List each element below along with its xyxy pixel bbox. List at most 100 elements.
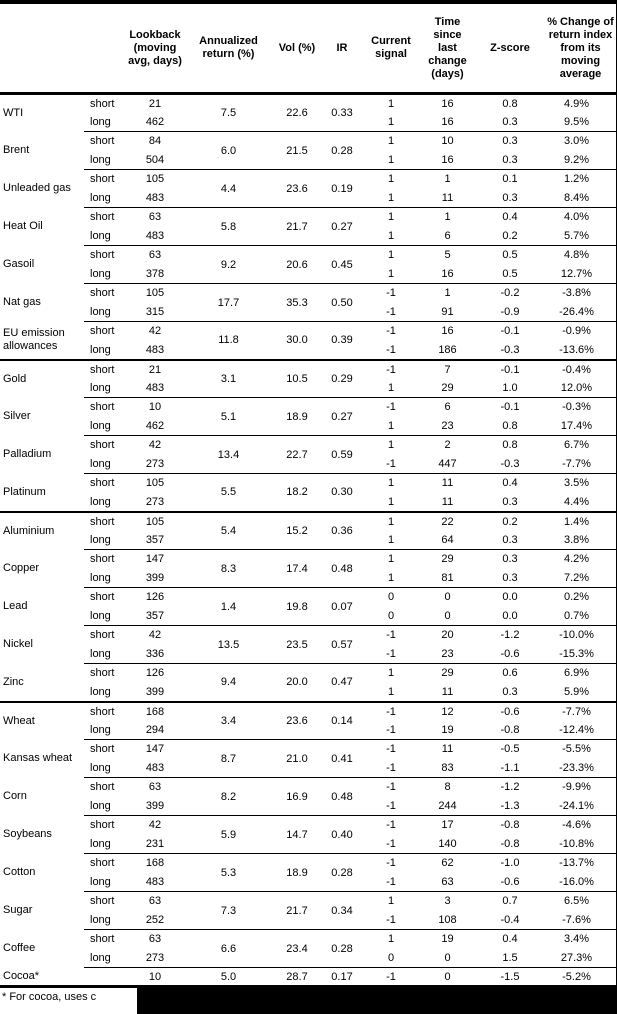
signal-value: 1	[362, 473, 420, 493]
signal-value: 0	[387, 609, 395, 622]
position-label: short	[84, 777, 125, 797]
top-border-bar	[0, 0, 617, 4]
table-row: EU emission allowances short 42 11.8 30.0 0.3…	[0, 321, 617, 360]
ir-value: 0.28	[322, 853, 362, 892]
pct-change-value: -4.6%	[545, 815, 617, 835]
zscore-value: -0.1	[475, 397, 545, 417]
lookback-value: 10	[125, 967, 185, 987]
position-label: short	[84, 245, 125, 265]
annualized-return-value: 13.4	[185, 435, 272, 474]
vol-value: 15.2	[272, 510, 322, 550]
zscore-value: 0.8	[502, 97, 518, 110]
position-label: long	[90, 837, 111, 850]
ir-value: 0.28	[322, 131, 362, 170]
lookback-value: 273	[145, 457, 165, 470]
table-row: long 357 0 0 0.0 0.7%	[0, 607, 617, 626]
position-label: short	[84, 929, 125, 949]
time-since-change-value: 6	[420, 397, 475, 417]
signal-value: 1	[387, 229, 395, 242]
annualized-return-value: 8.2	[185, 777, 272, 816]
annualized-return-value: 5.0	[185, 967, 272, 987]
annualized-return-value: 17.7	[185, 283, 272, 322]
time-since-change-value: 62	[420, 853, 475, 873]
zscore-value: 0.2	[502, 229, 518, 242]
zscore-value: -1.5	[475, 967, 545, 987]
ir-value: 0.59	[322, 435, 362, 474]
time-since-change-value: 244	[438, 799, 457, 812]
signal-value: 1	[387, 153, 395, 166]
position-label: short	[84, 815, 125, 835]
pct-change-value: 3.0%	[545, 131, 617, 151]
vol-value: 20.6	[272, 245, 322, 284]
annualized-return-value: 9.4	[185, 663, 272, 702]
signal-value: 1	[387, 495, 395, 508]
position-label: long	[90, 381, 111, 394]
signal-value: 1	[362, 131, 420, 151]
pct-change-value: -0.4%	[545, 358, 617, 379]
pct-change-value: -26.4%	[559, 305, 594, 318]
lookback-value: 10	[125, 397, 185, 417]
lookback-value: 63	[125, 929, 185, 949]
ir-value: 0.41	[322, 739, 362, 778]
signal-value: 1	[362, 891, 420, 911]
table-row: Unleaded gas short 105 4.4 23.6 0.19 1 1 0.1 1.2%	[0, 169, 617, 208]
vol-value: 35.3	[272, 283, 322, 322]
pct-change-value: -13.7%	[545, 853, 617, 873]
vol-value: 20.0	[272, 663, 322, 702]
annualized-return-value: 8.7	[185, 739, 272, 778]
pct-change-value: -13.6%	[559, 343, 594, 356]
signal-value: -1	[386, 647, 396, 660]
annualized-return-value: 7.5	[220, 107, 237, 119]
zscore-value: -1.2	[475, 777, 545, 797]
position-label: long	[90, 761, 111, 774]
lookback-value: 105	[125, 510, 185, 531]
pct-change-value: -0.9%	[545, 321, 617, 341]
table-row: Coffee short 63 6.6 23.4 0.28 1 19 0.4 3.4%	[0, 929, 617, 968]
commodity-name: EU emission allowances	[3, 327, 65, 352]
signal-value: 1	[387, 571, 395, 584]
lookback-value: 399	[145, 799, 165, 812]
table-row: long 483 1 6 0.2 5.7%	[0, 227, 617, 246]
table-row: Aluminium short 105 5.4 15.2 0.36 1 22 0.2 1.4%	[0, 510, 617, 550]
signal-value: 1	[387, 381, 395, 394]
pct-change-value: -12.4%	[559, 723, 594, 736]
lookback-value: 63	[125, 777, 185, 797]
time-since-change-value: 6	[444, 229, 451, 242]
position-label: short	[84, 397, 125, 417]
annualized-return-value: 11.8	[185, 321, 272, 360]
signal-value: -1	[362, 739, 420, 759]
time-since-change-value: 22	[420, 510, 475, 531]
lookback-value: 483	[145, 381, 165, 394]
zscore-value: -0.6	[500, 647, 520, 660]
annualized-return-value: 4.4	[185, 169, 272, 208]
time-since-change-value: 64	[441, 533, 454, 546]
time-since-change-value: 10	[420, 131, 475, 151]
signal-value: 1	[387, 685, 395, 698]
position-label: long	[90, 305, 111, 318]
zscore-value: -0.3	[500, 343, 520, 356]
lookback-value: 483	[145, 229, 165, 242]
lookback-value: 357	[145, 609, 165, 622]
lookback-value: 399	[145, 685, 165, 698]
commodity-name: Aluminium	[0, 510, 84, 550]
position-label: long	[90, 913, 111, 926]
signal-value: -1	[362, 321, 420, 341]
pct-change-value: -16.0%	[559, 875, 594, 888]
lookback-value: 84	[125, 131, 185, 151]
pct-change-value: 6.7%	[545, 435, 617, 455]
ir-value: 0.45	[322, 245, 362, 284]
position-label: short	[84, 587, 125, 607]
position-label: long	[90, 723, 111, 736]
ir-value: 0.47	[322, 663, 362, 702]
position-label: long	[90, 191, 111, 204]
time-since-change-value: 140	[438, 837, 457, 850]
zscore-value: 0.6	[475, 663, 545, 683]
table-row: Cotton short 168 5.3 18.9 0.28 -1 62 -1.0 -13.7%	[0, 853, 617, 892]
commodity-name: Unleaded gas	[3, 182, 71, 194]
time-since-change-value: 8	[420, 777, 475, 797]
pct-change-value: -5.2%	[545, 967, 617, 987]
signal-value: 1	[362, 207, 420, 227]
pct-change-value: -9.9%	[545, 777, 617, 797]
time-since-change-value: 108	[438, 913, 457, 926]
time-since-change-value: 0	[444, 609, 451, 622]
